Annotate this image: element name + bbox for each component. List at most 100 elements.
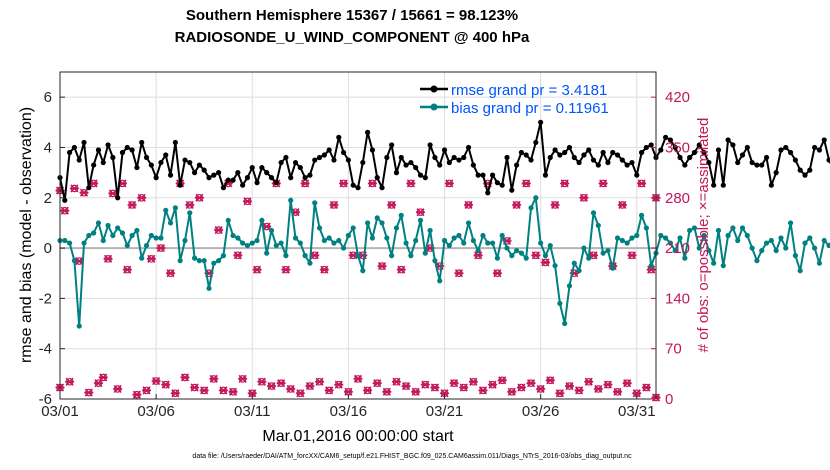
- rmse-point: [81, 139, 87, 146]
- rmse-point: [182, 157, 188, 163]
- obs-assimilated-marker: [300, 179, 310, 188]
- rmse-point: [706, 159, 712, 166]
- rmse-point: [345, 157, 351, 163]
- bias-point: [600, 250, 606, 256]
- rmse-point: [485, 190, 491, 196]
- bias-point: [235, 235, 241, 241]
- obs-assimilated-marker: [122, 265, 132, 274]
- bias-point: [288, 197, 294, 203]
- obs-assimilated-marker: [214, 226, 224, 235]
- bias-point: [566, 283, 573, 289]
- y-tick-label-right: 210: [665, 240, 690, 257]
- bias-point: [206, 285, 212, 291]
- rmse-point: [172, 139, 178, 146]
- obs-assimilated-marker: [142, 386, 152, 395]
- rmse-point: [451, 154, 457, 161]
- rmse-point: [614, 152, 621, 158]
- obs-assimilated-marker: [464, 200, 474, 210]
- rmse-point: [292, 159, 299, 166]
- rmse-point: [514, 162, 520, 168]
- bias-point: [691, 225, 698, 231]
- y-axis-label-left: rmse and bias (model - observation): [18, 107, 35, 363]
- rmse-point: [62, 197, 68, 203]
- bias-point: [417, 217, 424, 224]
- rmse-point: [763, 154, 770, 161]
- bias-point: [437, 278, 443, 284]
- bias-point: [91, 230, 97, 236]
- obs-assimilated-marker: [550, 200, 560, 210]
- rmse-point: [312, 157, 318, 163]
- obs-assimilated-marker: [497, 376, 507, 385]
- rmse-point: [778, 147, 784, 153]
- bias-point: [816, 260, 823, 266]
- y-tick-label-right: 0: [665, 391, 673, 408]
- bias-point: [451, 235, 457, 241]
- rmse-point: [634, 172, 640, 178]
- bias-point: [163, 207, 169, 213]
- rmse-point: [432, 154, 438, 161]
- obs-assimilated-marker: [377, 261, 387, 271]
- rmse-point: [816, 147, 823, 153]
- rmse-point: [225, 177, 231, 183]
- bias-point: [119, 230, 126, 236]
- x-tick-label: 03/21: [426, 403, 464, 420]
- bias-point: [475, 247, 481, 254]
- obs-assimilated-marker: [218, 386, 228, 395]
- obs-assimilated-marker: [281, 265, 291, 274]
- bias-point: [196, 258, 202, 264]
- obs-assimilated-marker: [367, 179, 377, 188]
- bias-point: [360, 268, 366, 274]
- obs-assimilated-marker: [252, 265, 262, 274]
- bias-point: [624, 240, 630, 246]
- bias-point: [369, 235, 376, 241]
- y-tick-label-right: 280: [665, 190, 690, 207]
- bias-point: [100, 237, 106, 244]
- rmse-point: [297, 164, 303, 171]
- obs-assimilated-marker: [598, 179, 608, 188]
- obs-assimilated-marker: [512, 200, 522, 210]
- obs-assimilated-marker: [468, 377, 478, 386]
- bias-point: [634, 232, 640, 239]
- bias-point: [778, 235, 784, 241]
- rmse-point: [735, 159, 741, 166]
- bias-point: [485, 240, 491, 246]
- bias-point: [461, 240, 467, 246]
- bias-series: [57, 195, 830, 329]
- bias-point: [773, 247, 779, 254]
- obs-assimilated-marker: [488, 380, 498, 389]
- bias-point: [62, 237, 68, 244]
- obs-assimilated-marker: [555, 389, 565, 398]
- obs-assimilated-marker: [401, 381, 411, 391]
- x-tick-label: 03/06: [137, 403, 175, 420]
- bias-point: [172, 205, 178, 211]
- rmse-point: [663, 134, 669, 140]
- bias-point: [682, 255, 688, 261]
- obs-assimilated-marker: [603, 380, 613, 389]
- rmse-point: [658, 147, 664, 153]
- obs-assimilated-marker: [454, 269, 464, 278]
- rmse-point: [624, 162, 630, 168]
- rmse-point: [528, 157, 534, 163]
- y-tick-label-left: -2: [39, 290, 52, 307]
- obs-assimilated-marker: [137, 193, 147, 202]
- obs-assimilated-marker: [617, 200, 627, 210]
- bias-point: [331, 240, 337, 246]
- y-axis-label-right: # of obs: o=possible; ×=assimilated: [695, 118, 712, 353]
- obs-assimilated-marker: [295, 389, 305, 398]
- rmse-point: [129, 147, 135, 153]
- bias-point: [143, 242, 150, 249]
- x-tick-label: 03/11: [234, 403, 270, 420]
- bias-point: [350, 225, 356, 231]
- bias-point: [730, 225, 736, 231]
- bias-point: [586, 255, 592, 261]
- rmse-point: [542, 172, 549, 178]
- rmse-point: [605, 159, 611, 166]
- bias-point: [153, 235, 159, 241]
- rmse-point: [393, 170, 400, 176]
- rmse-point: [235, 170, 241, 176]
- bias-point: [749, 245, 755, 251]
- bias-point: [509, 253, 515, 259]
- bias-point: [340, 245, 347, 251]
- bias-point: [403, 240, 409, 246]
- bias-point: [711, 260, 717, 266]
